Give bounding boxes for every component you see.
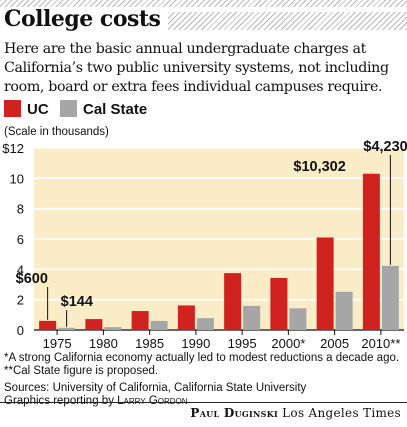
x-tick-label: 1995 bbox=[228, 336, 257, 351]
x-tick-label: 1990 bbox=[181, 336, 210, 351]
x-tick-label: 2000* bbox=[271, 336, 305, 351]
bar-uc-1990 bbox=[177, 305, 195, 330]
top-hatch-band bbox=[0, 0, 407, 7]
bar-cal-state-2005 bbox=[335, 291, 353, 330]
y-tick-label: 0 bbox=[17, 323, 24, 338]
credit-name: Paul Duginski bbox=[190, 406, 279, 420]
x-tick-label: 2010** bbox=[361, 336, 400, 351]
scale-note: (Scale in thousands) bbox=[4, 126, 109, 138]
footnote-1: *A strong California economy actually le… bbox=[4, 352, 400, 364]
y-tick-label: 2 bbox=[17, 293, 24, 308]
bar-cal-state-1990 bbox=[196, 318, 214, 330]
legend-swatch-cal-state bbox=[60, 100, 77, 117]
y-tick-label: 10 bbox=[10, 171, 24, 186]
legend-label-cal-state: Cal State bbox=[83, 101, 148, 118]
bar-uc-2005 bbox=[316, 237, 334, 330]
bar-cal-state-2000 bbox=[289, 308, 307, 330]
y-tick-label: 6 bbox=[17, 232, 24, 247]
data-label: $600 bbox=[16, 271, 48, 287]
bar-cal-state-1975 bbox=[58, 327, 76, 330]
bar-cal-state-1995 bbox=[243, 305, 261, 330]
x-tick-label: 1975 bbox=[43, 336, 72, 351]
bar-cal-state-1980 bbox=[104, 327, 122, 330]
bar-uc-2010 bbox=[362, 173, 380, 330]
data-label: $144 bbox=[61, 294, 93, 310]
legend-item-cal-state: Cal State bbox=[60, 100, 147, 118]
x-tick-label: 1980 bbox=[89, 336, 118, 351]
reporting-prefix: Graphics reporting by bbox=[4, 395, 114, 407]
legend-label-uc: UC bbox=[27, 101, 49, 118]
bar-uc-2000 bbox=[270, 277, 288, 330]
x-tick-label: 1985 bbox=[135, 336, 164, 351]
x-tick-label: 2005 bbox=[320, 336, 349, 351]
graphic-credit: Paul Duginski Los Angeles Times bbox=[190, 406, 401, 420]
credit-org: Los Angeles Times bbox=[282, 406, 401, 420]
sources-line: Sources: University of California, Calif… bbox=[4, 382, 307, 394]
bar-uc-1985 bbox=[131, 311, 149, 330]
bar-chart: 0 2 4 6 8 10 $12 1975 1980 1985 1990 1995 2000* 2005 2… bbox=[2, 140, 407, 351]
y-tick-label: 8 bbox=[17, 202, 24, 217]
data-label: $10,302 bbox=[293, 159, 345, 175]
chart-title: College costs bbox=[4, 6, 161, 32]
bar-uc-1980 bbox=[85, 319, 103, 330]
title-hatch-band bbox=[168, 12, 407, 30]
legend-swatch-uc bbox=[4, 100, 21, 117]
bar-uc-1975 bbox=[39, 320, 57, 330]
y-tick-label: $12 bbox=[2, 141, 24, 156]
reporting-name: Larry Gordon bbox=[117, 395, 188, 407]
y-tick-label: 4 bbox=[17, 262, 24, 277]
credit-rule bbox=[0, 402, 407, 403]
bar-cal-state-2010 bbox=[381, 265, 399, 330]
data-label: $4,230 bbox=[363, 140, 407, 155]
reporting-credit: Graphics reporting by Larry Gordon bbox=[4, 395, 188, 408]
bar-cal-state-1985 bbox=[150, 320, 168, 330]
legend-item-uc: UC bbox=[4, 100, 49, 118]
chart-subtitle: Here are the basic annual undergraduate … bbox=[4, 41, 389, 95]
bar-uc-1995 bbox=[224, 273, 242, 330]
footnote-2: **Cal State figure is proposed. bbox=[4, 365, 159, 377]
